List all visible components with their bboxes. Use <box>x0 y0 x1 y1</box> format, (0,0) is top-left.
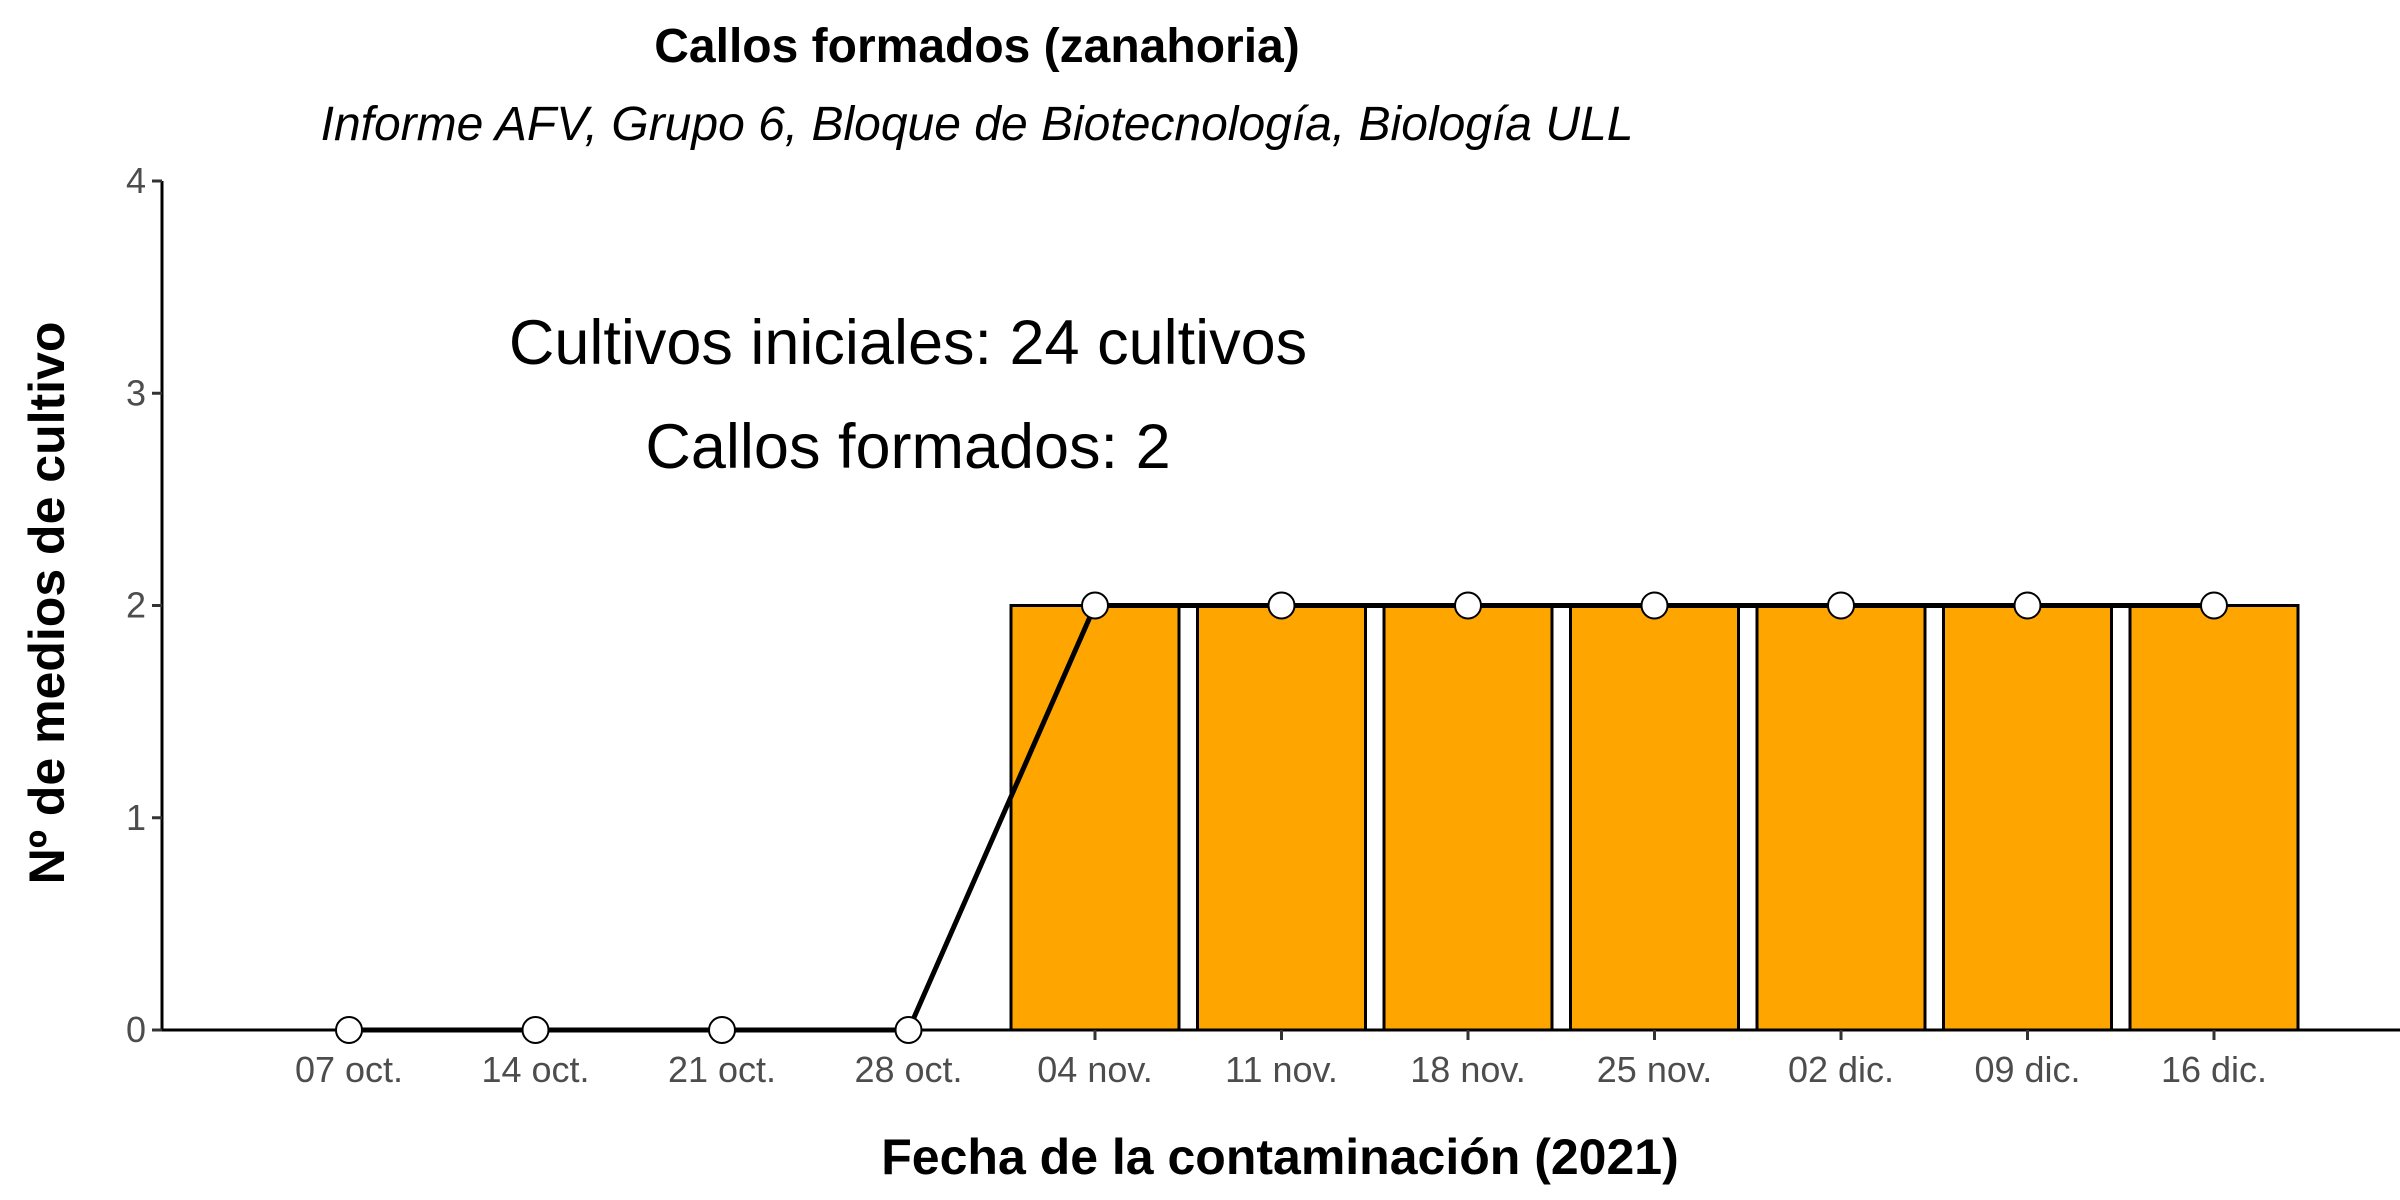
y-tick-label: 2 <box>126 585 146 626</box>
annotation-calli-formed: Callos formados: 2 <box>645 412 1170 482</box>
data-point <box>708 1016 736 1044</box>
bar <box>1942 604 2113 1032</box>
x-tick-label: 16 dic. <box>2161 1049 2267 1090</box>
x-tick-label: 11 nov. <box>1225 1049 1338 1090</box>
bar <box>1009 604 1181 1032</box>
data-point <box>894 1016 923 1044</box>
y-tick-label: 1 <box>126 797 146 838</box>
x-tick-label: 04 nov. <box>1037 1049 1152 1090</box>
x-tick-label: 09 dic. <box>1974 1049 2080 1090</box>
bar <box>1755 604 1927 1032</box>
y-tick-label: 3 <box>126 372 146 413</box>
data-point <box>1081 591 1109 620</box>
x-tick-label: 28 oct. <box>854 1049 962 1090</box>
bar <box>1196 604 1367 1032</box>
chart-subtitle: Informe AFV, Grupo 6, Bloque de Biotecno… <box>321 98 1634 151</box>
bar <box>1382 604 1554 1032</box>
bars-group <box>1009 604 2300 1032</box>
y-tick-label: 4 <box>126 160 146 201</box>
data-point <box>1267 591 1296 620</box>
y-axis-title: Nº de medios de cultivo <box>19 322 75 885</box>
x-tick-label: 25 nov. <box>1597 1049 1712 1090</box>
line-overlay-group <box>335 591 2228 1044</box>
data-point <box>1454 591 1482 620</box>
data-point <box>1640 591 1669 620</box>
chart-title: Callos formados (zanahoria) <box>654 20 1299 73</box>
x-tick-label: 07 oct. <box>295 1049 403 1090</box>
data-point <box>2200 591 2228 620</box>
x-tick-label: 18 nov. <box>1410 1049 1525 1090</box>
data-point <box>1827 591 1855 620</box>
bar <box>1569 604 1740 1032</box>
data-point <box>2013 591 2042 620</box>
data-point <box>335 1016 363 1044</box>
bar <box>2128 604 2300 1032</box>
x-axis-title: Fecha de la contaminación (2021) <box>881 1129 1679 1185</box>
x-tick-label: 02 dic. <box>1788 1049 1894 1090</box>
axes-group: 0 1 2 3 4 07 oct. 14 oct. 21 oct. 28 oct. 04 nov.… <box>126 160 2400 1090</box>
x-tick-label: 14 oct. <box>481 1049 589 1090</box>
x-tick-label: 21 oct. <box>668 1049 776 1090</box>
y-tick-label: 0 <box>126 1009 146 1050</box>
annotation-initial-cultures: Cultivos iniciales: 24 cultivos <box>509 308 1307 378</box>
data-point <box>521 1016 550 1044</box>
